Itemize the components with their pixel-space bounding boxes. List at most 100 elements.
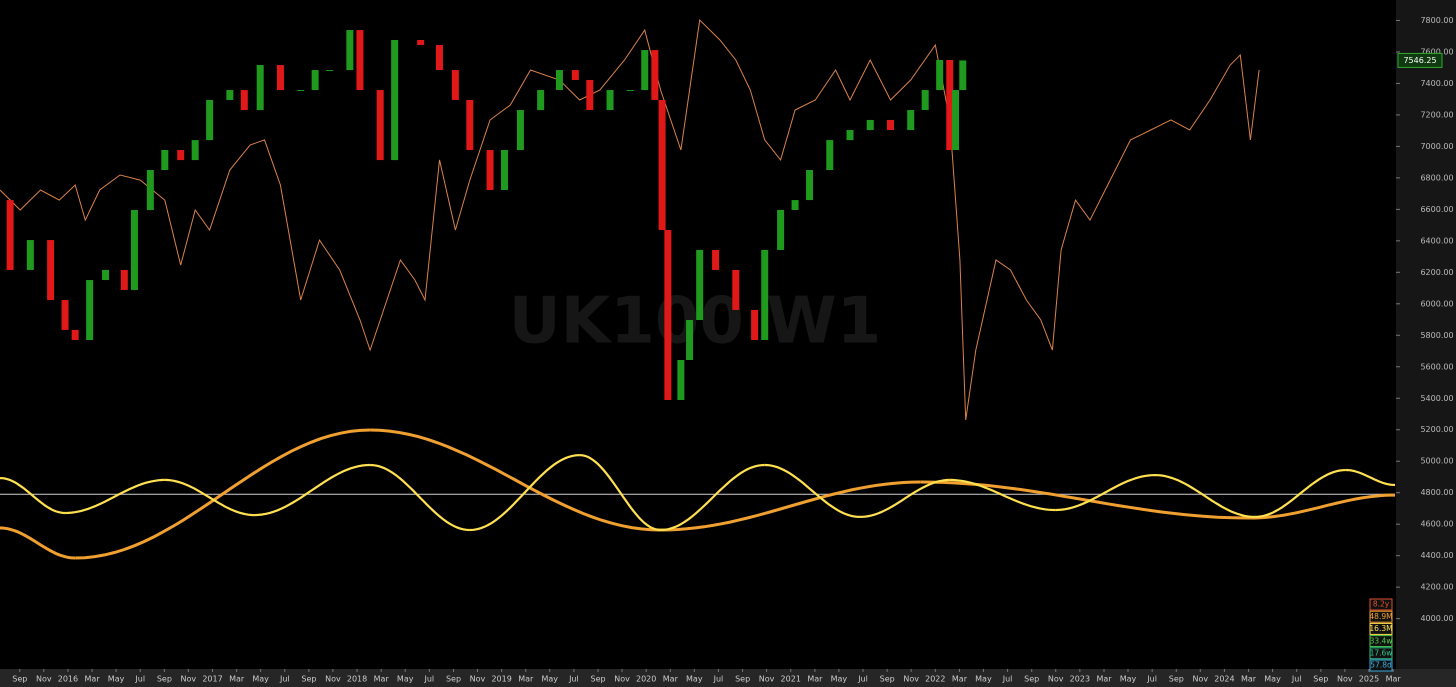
x-tick-label: Jul <box>857 675 868 684</box>
x-tick-label: 2022 <box>925 675 945 684</box>
y-tick-label: 7200.00 <box>1420 110 1453 119</box>
price-bar <box>61 300 69 330</box>
x-tick-label: May <box>831 675 848 684</box>
cycle-wave <box>579 454 661 532</box>
y-tick-label: 6000.00 <box>1420 299 1453 308</box>
y-tick-label: 5000.00 <box>1420 457 1453 466</box>
y-tick-label: 4600.00 <box>1420 520 1453 529</box>
y-tick-label: 4000.00 <box>1420 614 1453 623</box>
price-bar <box>226 90 234 100</box>
price-bar <box>686 320 694 361</box>
x-tick-label: Jul <box>568 675 579 684</box>
price-bar <box>555 70 563 91</box>
x-tick-label: Sep <box>1313 675 1328 684</box>
price-bar <box>47 240 55 301</box>
price-bar <box>586 79 594 111</box>
cycle-label: 33.4w <box>1370 636 1393 645</box>
y-tick-label: 7600.00 <box>1420 47 1453 56</box>
cycle-wave <box>1250 493 1395 520</box>
x-tick-label: Sep <box>880 675 895 684</box>
price-bar <box>391 39 399 161</box>
x-tick-label: Nov <box>759 675 775 684</box>
x-tick-label: Mar <box>374 675 390 684</box>
x-tick-label: Jul <box>134 675 145 684</box>
price-bar <box>177 150 185 161</box>
price-bar <box>921 90 929 111</box>
y-tick-label: 4200.00 <box>1420 583 1453 592</box>
price-bar <box>641 50 649 91</box>
x-tick-label: May <box>397 675 414 684</box>
x-tick-label: Mar <box>663 675 679 684</box>
cycle-wave <box>660 463 765 532</box>
price-bar <box>435 45 443 71</box>
price-bar <box>451 70 459 100</box>
x-tick-label: Nov <box>1337 675 1353 684</box>
price-bar <box>130 209 138 290</box>
watermark: UK100 W1 <box>509 285 882 359</box>
price-bar <box>161 150 169 171</box>
x-tick-label: 2020 <box>636 675 656 684</box>
price-bar <box>846 130 854 141</box>
price-bar <box>571 70 579 80</box>
cycle-wave <box>469 454 580 532</box>
price-bar <box>712 249 720 270</box>
projection-line <box>0 18 1260 421</box>
price-bar <box>791 200 799 210</box>
price-bar <box>26 240 34 270</box>
cycle-wave <box>660 480 921 532</box>
price-bar <box>6 200 14 270</box>
price-bar <box>191 140 199 161</box>
price-bar <box>417 39 425 46</box>
x-tick-label: Jul <box>1002 675 1013 684</box>
price-bar <box>806 170 814 201</box>
price-bar <box>826 140 834 171</box>
x-tick-label: Jul <box>1291 675 1302 684</box>
x-tick-label: Mar <box>1386 675 1402 684</box>
x-tick-label: 2024 <box>1214 675 1234 684</box>
cycle-wave <box>370 463 470 532</box>
x-tick-label: May <box>108 675 125 684</box>
x-tick-label: Jul <box>713 675 724 684</box>
x-tick-label: Nov <box>614 675 630 684</box>
price-bar <box>907 110 915 131</box>
cycle-label: 16.3M <box>1369 624 1392 633</box>
x-tick-label: Nov <box>325 675 341 684</box>
price-bar <box>86 280 94 341</box>
cycle-wave <box>1055 474 1156 512</box>
cycle-label: 48.9M <box>1369 612 1392 621</box>
price-bar <box>346 30 354 71</box>
cycle-wave <box>1254 468 1346 518</box>
y-tick-label: 5400.00 <box>1420 394 1453 403</box>
x-tick-label: Mar <box>229 675 245 684</box>
price-bar <box>276 65 284 91</box>
y-axis-panel <box>1396 0 1456 669</box>
x-tick-label: Sep <box>446 675 461 684</box>
x-tick-label: Nov <box>470 675 486 684</box>
x-tick-label: Mar <box>85 675 101 684</box>
x-tick-label: Mar <box>518 675 534 684</box>
price-bar <box>326 70 334 72</box>
cycle-label-box <box>1369 659 1393 672</box>
price-bar <box>626 90 634 92</box>
y-tick-label: 5600.00 <box>1420 362 1453 371</box>
price-bar <box>677 360 685 400</box>
price-bar <box>606 90 614 111</box>
price-bar <box>651 50 659 100</box>
last-price-box <box>1397 52 1443 68</box>
price-bar <box>537 90 545 111</box>
x-tick-label: May <box>686 675 703 684</box>
y-tick-label: 6400.00 <box>1420 236 1453 245</box>
y-tick-label: 7000.00 <box>1420 142 1453 151</box>
price-bar <box>501 150 509 190</box>
x-tick-label: Sep <box>157 675 172 684</box>
price-bar <box>376 90 384 161</box>
x-tick-label: 2021 <box>781 675 801 684</box>
cycle-wave <box>764 463 861 518</box>
x-tick-label: May <box>1120 675 1137 684</box>
cycle-wave <box>65 478 165 515</box>
price-bar <box>240 90 248 111</box>
price-bar <box>936 59 944 91</box>
x-tick-label: Jul <box>1146 675 1157 684</box>
cycle-wave <box>1154 474 1255 518</box>
cycle-wave <box>370 428 661 532</box>
